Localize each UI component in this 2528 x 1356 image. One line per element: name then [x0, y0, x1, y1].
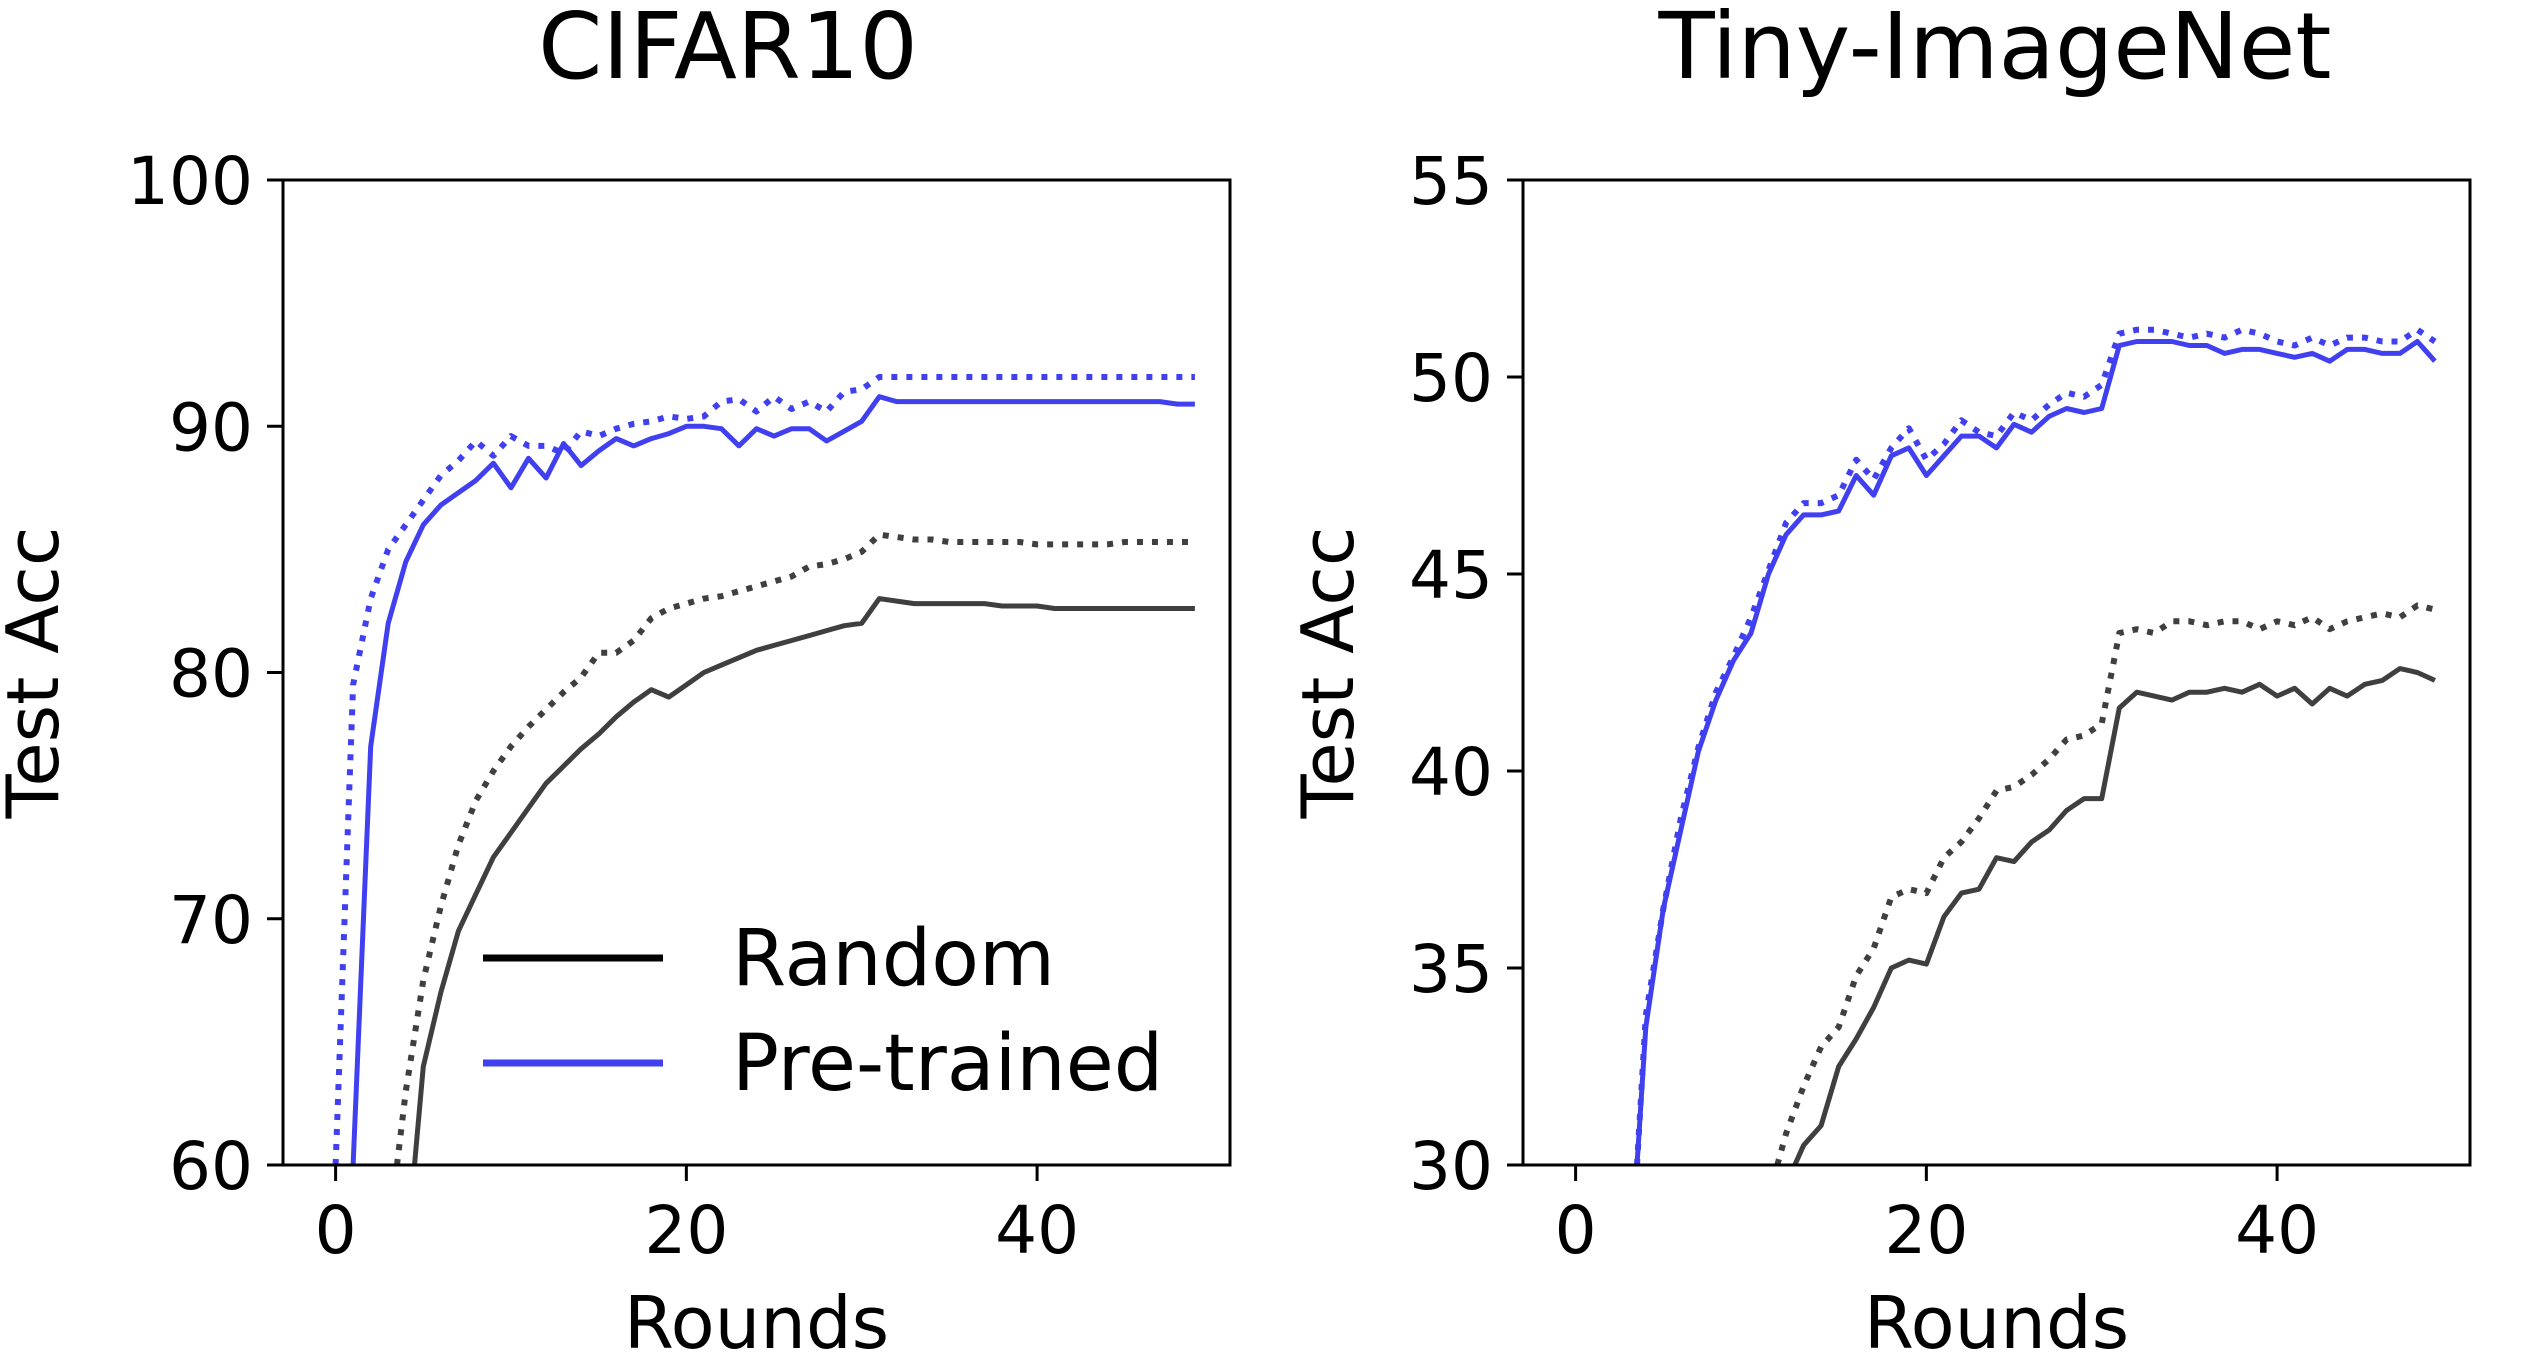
x-tick-label: 20 [644, 1192, 728, 1269]
chart-panel-2: Tiny-ImageNet 0 20 40 30 35 40 45 50 55 Rounds Test… [1286, 0, 2472, 1356]
x-axis-label: Rounds [1864, 1281, 2129, 1356]
x-axis-label: Rounds [624, 1281, 889, 1356]
series-line-pre-trained-solid [350, 394, 1195, 1165]
series-line-random-solid [1792, 666, 2436, 1165]
series-line-pre-trained-solid [1634, 339, 2437, 1165]
chart-title: Tiny-ImageNet [1658, 0, 2332, 100]
plot-frame [281, 178, 1232, 1167]
x-tick-label: 0 [315, 1192, 357, 1269]
legend-label-pre-trained: Pre-trained [732, 1019, 1163, 1109]
series-line-pre-trained-dotted [1634, 326, 2437, 1165]
legend: Random Pre-trained [483, 914, 1163, 1109]
y-tick-label: 45 [1409, 537, 1493, 614]
y-tick-label: 100 [127, 143, 253, 220]
series-line-random-dotted [1774, 602, 2436, 1165]
plot-frame [1521, 178, 2472, 1167]
chart-title: CIFAR10 [538, 0, 918, 100]
y-tick-label: 30 [1409, 1128, 1493, 1205]
chart-panel-1: CIFAR10 0 20 40 60 70 80 90 100 Rounds Test Acc Ran… [0, 0, 1232, 1356]
y-tick-label: 55 [1409, 143, 1493, 220]
y-axis-label: Test Acc [1286, 527, 1370, 820]
x-tick-label: 20 [1884, 1192, 1968, 1269]
x-tick-label: 40 [2235, 1192, 2319, 1269]
y-tick-label: 90 [169, 389, 253, 466]
series-group [332, 374, 1195, 1165]
y-tick-label: 50 [1409, 340, 1493, 417]
y-tick-label: 40 [1409, 734, 1493, 811]
series-group [1634, 326, 2437, 1165]
y-tick-label: 80 [169, 636, 253, 713]
legend-label-random: Random [732, 914, 1055, 1004]
series-line-pre-trained-dotted [332, 374, 1195, 1165]
y-tick-label: 35 [1409, 931, 1493, 1008]
y-axis-label: Test Acc [0, 527, 75, 820]
y-tick-label: 60 [169, 1128, 253, 1205]
x-tick-label: 0 [1555, 1192, 1597, 1269]
series-line-random-dotted [394, 531, 1195, 1165]
series-line-random-solid [412, 596, 1195, 1165]
x-tick-label: 40 [995, 1192, 1079, 1269]
y-tick-label: 70 [169, 882, 253, 959]
